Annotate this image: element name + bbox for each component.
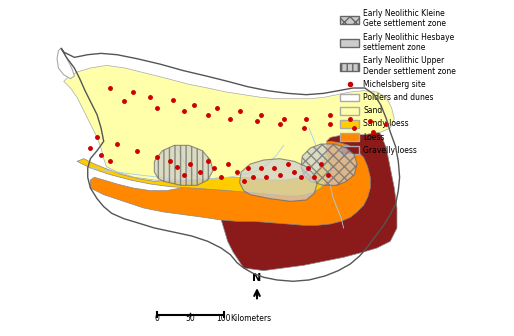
Text: 0: 0 (155, 314, 159, 323)
Polygon shape (240, 159, 317, 201)
Text: 50: 50 (186, 314, 195, 323)
Text: N: N (252, 272, 262, 283)
Polygon shape (301, 144, 357, 185)
Polygon shape (154, 145, 213, 185)
Text: 100: 100 (216, 314, 231, 323)
Polygon shape (77, 141, 331, 196)
Legend: Early Neolithic Kleine
Gete settlement zone, Early Neolithic Hesbaye
settlement : Early Neolithic Kleine Gete settlement z… (336, 5, 460, 159)
Polygon shape (64, 66, 394, 181)
Text: Kilometers: Kilometers (230, 314, 271, 323)
Polygon shape (216, 106, 397, 270)
Polygon shape (90, 141, 370, 225)
Polygon shape (57, 48, 75, 79)
